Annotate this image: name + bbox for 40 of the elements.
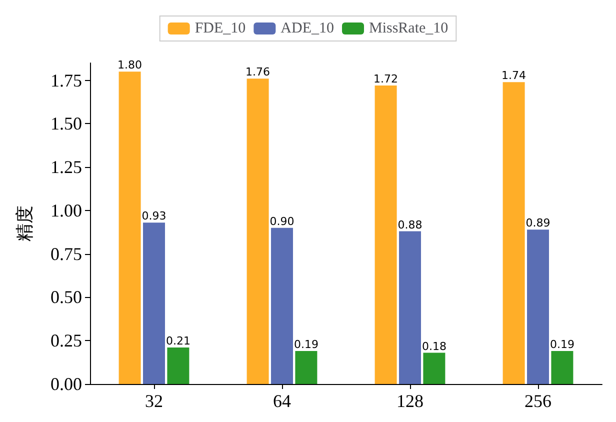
data-label: 0.93 <box>142 210 166 223</box>
data-label: 0.18 <box>422 340 446 353</box>
y-tick-label: 0.50 <box>50 287 82 308</box>
x-tick-label: 64 <box>273 391 291 411</box>
bar <box>246 78 269 384</box>
data-label: 1.74 <box>502 69 526 82</box>
x-tick-label: 128 <box>396 391 424 411</box>
bar <box>423 352 446 384</box>
bar <box>143 222 165 384</box>
y-tick-label: 0.25 <box>50 330 82 351</box>
bar <box>167 348 190 384</box>
bar <box>374 86 397 384</box>
bar <box>527 230 549 384</box>
y-tick-label: 1.25 <box>50 157 82 178</box>
bar <box>118 72 141 384</box>
data-label: 0.19 <box>550 338 574 352</box>
bar <box>502 82 525 384</box>
x-tick-label: 256 <box>524 391 552 411</box>
data-label: 0.21 <box>166 334 190 348</box>
y-tick-label: 1.75 <box>50 70 82 90</box>
data-label: 0.89 <box>526 216 550 230</box>
data-label: 1.80 <box>118 58 142 72</box>
legend-label: ADE_10 <box>280 20 334 36</box>
data-label: 1.72 <box>374 72 398 86</box>
y-axis-title: 精度 <box>14 206 36 242</box>
data-label: 1.76 <box>246 66 270 79</box>
bar <box>551 351 574 384</box>
y-tick-label: 0.75 <box>50 244 82 264</box>
legend-label: FDE_10 <box>194 20 246 36</box>
data-label: 0.19 <box>294 338 318 352</box>
bar <box>271 228 293 384</box>
data-label: 0.90 <box>270 214 294 228</box>
bar <box>399 231 421 384</box>
y-tick-label: 0.00 <box>50 374 82 394</box>
x-tick-label: 32 <box>145 391 163 411</box>
bar <box>295 351 318 384</box>
y-tick-label: 1.00 <box>50 200 82 220</box>
legend-label: MissRate_10 <box>369 20 448 36</box>
data-label: 0.88 <box>398 218 422 232</box>
y-tick-label: 1.50 <box>50 114 82 134</box>
